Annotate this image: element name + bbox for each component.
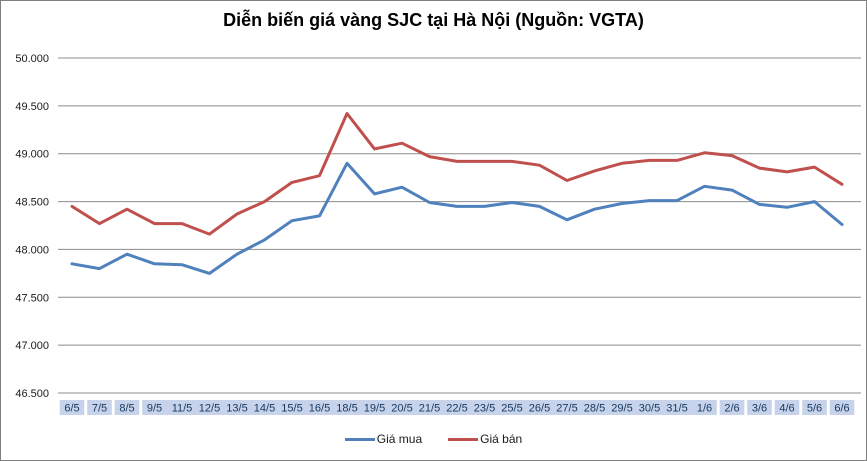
x-axis-tick-label: 8/5 [119,403,134,415]
x-axis-tick-label: 14/5 [254,403,275,415]
x-axis-tick-highlight [634,400,665,415]
x-axis-tick-label: 7/5 [92,403,107,415]
x-axis-tick-label: 27/5 [556,403,577,415]
x-axis-tick-label: 9/5 [147,403,162,415]
series-line-gia-mua [70,161,844,275]
x-axis-tick-highlight [692,400,717,415]
y-axis-tick-label: 50.000 [15,53,49,65]
legend-line-swatch-gia-ban [448,437,479,441]
x-axis-tick-label: 6/5 [64,403,79,415]
y-axis-tick-label: 49.000 [15,149,49,161]
x-axis-tick-highlight [719,400,745,415]
y-axis-tick-label: 46.500 [15,388,49,400]
x-axis-tick-label: 21/5 [419,403,440,415]
x-axis-tick-highlight [661,400,693,415]
x-axis-tick-highlight [496,400,528,415]
x-axis-tick-label: 5/6 [807,403,822,415]
y-axis-tick-label: 47.000 [15,340,49,352]
x-axis-tick-label: 2/6 [724,403,739,415]
x-axis-tick-label: 28/5 [584,403,605,415]
x-axis-tick-highlight [551,400,583,415]
x-axis-tick-highlight [747,400,772,415]
x-axis-tick-highlight [606,400,638,415]
series-line-gia-ban [70,112,844,236]
x-axis-tick-highlight [829,400,855,415]
x-axis-tick-highlight [386,400,418,415]
x-axis-tick-label: 25/5 [501,403,522,415]
x-axis-tick-highlight [276,400,308,415]
x-axis-tick-label: 22/5 [446,403,467,415]
x-axis-tick-label: 11/5 [172,403,193,415]
x-axis-tick-highlight [524,400,555,415]
x-axis-tick-highlight [304,400,335,415]
x-axis-tick-label: 13/5 [226,403,247,415]
legend-label-gia-mua: Giá mua [376,432,423,446]
legend: Giá mua Giá bán [1,432,866,446]
x-axis-tick-highlight [221,400,253,415]
x-axis-tick-highlight [59,400,85,415]
x-axis-tick-highlight [249,400,280,415]
x-axis-tick-highlight [194,400,225,415]
chart-title: Diễn biến giá vàng SJC tại Hà Nội (Nguồn… [223,10,644,30]
x-axis-tick-highlight [166,400,198,415]
y-axis-tick-label: 47.500 [15,292,49,304]
x-axis-tick-label: 15/5 [281,403,302,415]
legend-line-swatch-gia-mua [344,437,375,441]
x-axis-tick-label: 6/6 [834,403,849,415]
x-axis-tick-highlight [441,400,473,415]
x-axis-tick-label: 26/5 [529,403,550,415]
x-axis-tick-highlight [142,400,167,415]
x-axis-tick-highlight [359,400,390,415]
x-axis-tick-label: 12/5 [199,403,220,415]
x-axis-tick-label: 1/6 [697,403,712,415]
x-axis-tick-label: 3/6 [752,403,767,415]
y-axis-tick-label: 48.500 [15,197,49,209]
x-axis-tick-label: 18/5 [336,403,357,415]
x-axis-tick-label: 20/5 [391,403,412,415]
x-axis-tick-highlight [774,400,800,415]
x-axis-tick-label: 19/5 [364,403,385,415]
legend-item-gia-ban: Giá bán [448,432,522,446]
x-axis-tick-highlight [331,400,363,415]
x-axis-tick-highlight [87,400,112,415]
x-axis-tick-label: 4/6 [779,403,794,415]
x-axis-tick-label: 31/5 [666,403,687,415]
y-axis-tick-label: 48.000 [15,244,49,256]
x-axis-tick-label: 23/5 [474,403,495,415]
x-axis-tick-label: 29/5 [611,403,632,415]
x-axis-tick-highlight [114,400,140,415]
x-axis-tick-highlight [802,400,827,415]
legend-item-gia-mua: Giá mua [344,432,423,446]
x-axis-tick-label: 16/5 [309,403,330,415]
y-axis-tick-label: 49.500 [15,101,49,113]
x-axis-tick-highlight [579,400,610,415]
x-axis-tick-highlight [469,400,500,415]
x-axis-tick-label: 30/5 [639,403,660,415]
legend-label-gia-ban: Giá bán [480,432,523,446]
x-axis-tick-highlight [414,400,445,415]
